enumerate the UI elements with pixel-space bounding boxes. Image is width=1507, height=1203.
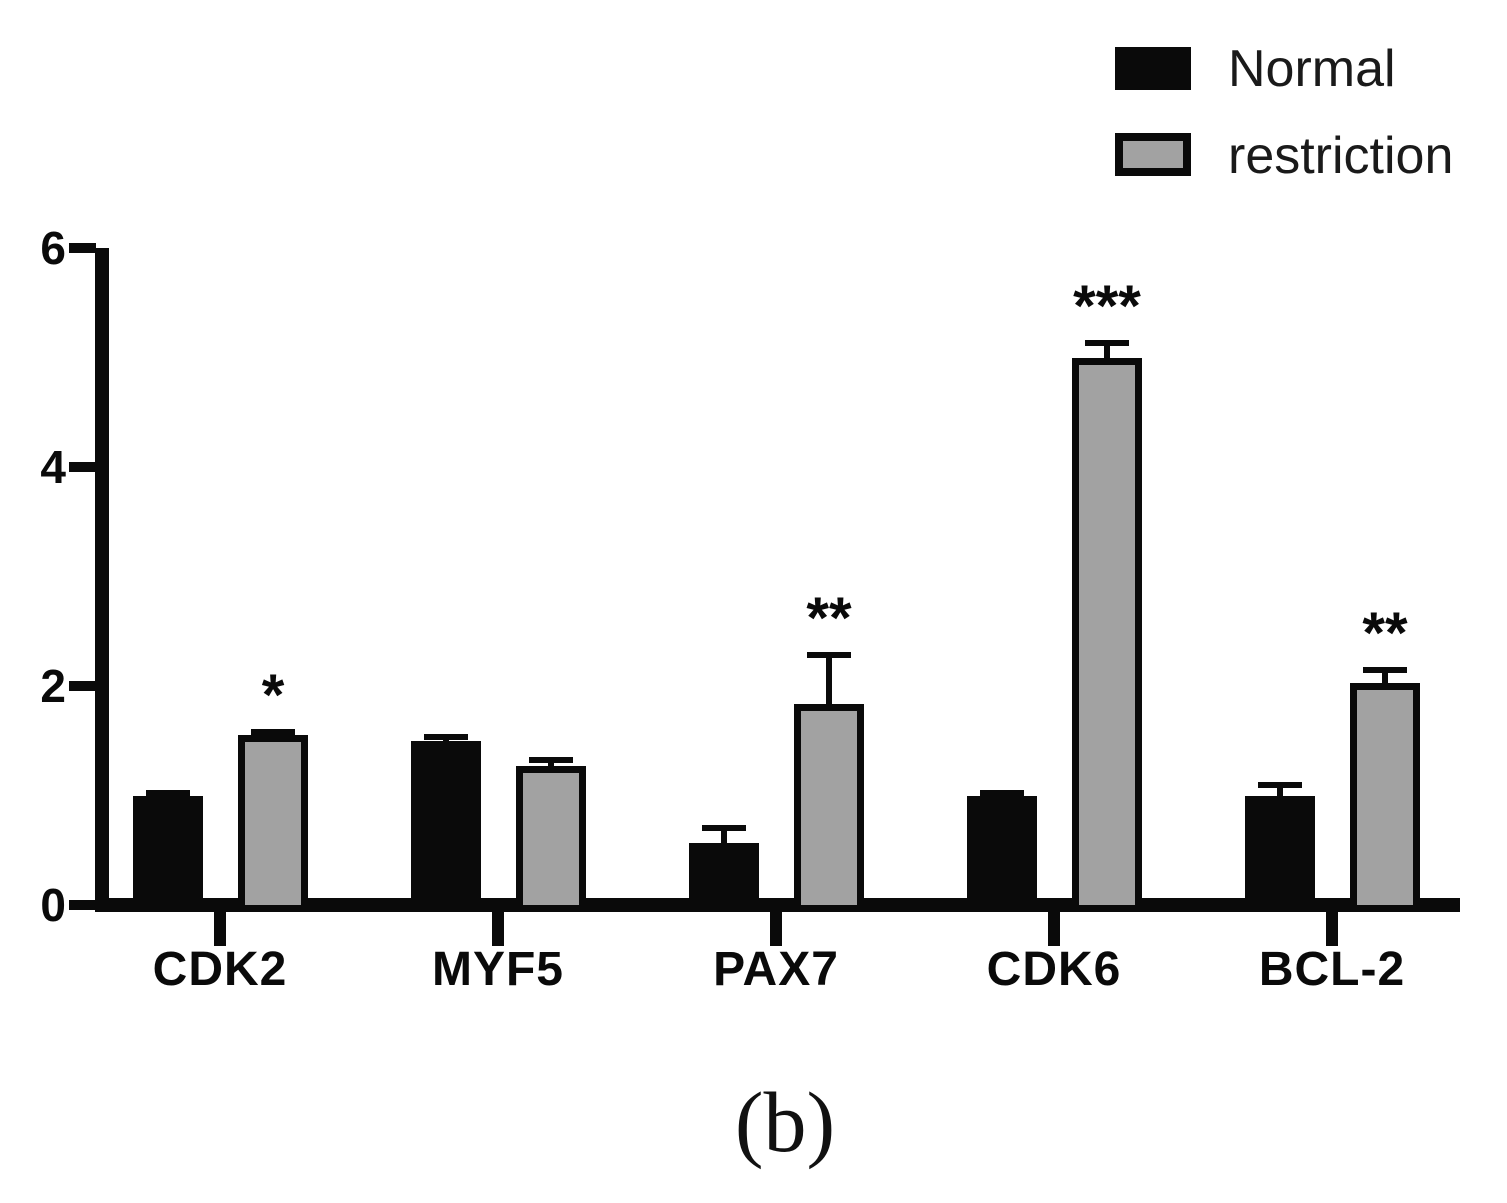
bar-normal-myf5 [411, 740, 481, 912]
error-bar-cap [1363, 667, 1407, 674]
bar-normal-cdk6 [967, 795, 1037, 912]
y-tick-label: 4 [40, 441, 66, 493]
error-bar-cap [529, 757, 573, 764]
error-bar-stem [826, 652, 832, 712]
category-label-myf5: MYF5 [431, 943, 564, 996]
y-tick-mark [69, 900, 96, 910]
figure-caption: (b) [734, 1074, 836, 1170]
category-label-pax7: PAX7 [713, 943, 839, 996]
bar-restriction-pax7 [794, 703, 864, 912]
error-bar-stem [1382, 667, 1388, 691]
significance-label: ** [1362, 601, 1408, 667]
error-bar-stem [1277, 782, 1283, 804]
y-tick-label: 2 [40, 660, 66, 712]
bar-normal-cdk2 [133, 795, 203, 912]
legend-label-normal: Normal [1228, 40, 1396, 98]
bar-restriction-bcl-2 [1350, 682, 1420, 912]
category-label-bcl-2: BCL-2 [1258, 943, 1406, 996]
error-bar-cap [702, 825, 746, 832]
x-tick-mark [770, 912, 782, 946]
error-bar-stem [721, 825, 727, 851]
error-bar-cap [980, 790, 1024, 797]
error-bar-cap [1258, 782, 1302, 789]
y-tick-mark [69, 243, 96, 253]
legend-label-restriction: restriction [1228, 127, 1454, 185]
error-bar-cap [251, 728, 295, 735]
x-tick-mark [1048, 912, 1060, 946]
error-bar-cap [146, 790, 190, 797]
error-bar-stem [548, 757, 554, 774]
bar-restriction-cdk6 [1072, 357, 1142, 912]
bar-restriction-cdk2 [238, 735, 308, 912]
bar-normal-pax7 [689, 842, 759, 912]
error-bar-cap [1085, 339, 1129, 346]
y-axis [95, 248, 109, 912]
x-tick-mark [1326, 912, 1338, 946]
x-tick-mark [492, 912, 504, 946]
significance-label: ** [806, 586, 852, 652]
category-label-cdk6: CDK6 [986, 943, 1122, 996]
bar-restriction-myf5 [516, 765, 586, 912]
significance-label: * [261, 662, 285, 728]
bar-normal-bcl-2 [1245, 795, 1315, 912]
error-bar-cap [424, 734, 468, 741]
error-bar-cap [807, 652, 851, 659]
y-tick-label: 0 [40, 879, 66, 931]
legend-swatch-restriction-icon [1115, 133, 1191, 176]
error-bar-stem [1104, 339, 1110, 366]
y-tick-mark [69, 681, 96, 691]
legend-swatch-normal-icon [1115, 47, 1191, 90]
y-tick-label: 6 [40, 222, 66, 274]
significance-label: *** [1073, 273, 1141, 339]
x-tick-mark [214, 912, 226, 946]
category-label-cdk2: CDK2 [152, 943, 288, 996]
y-tick-mark [69, 462, 96, 472]
